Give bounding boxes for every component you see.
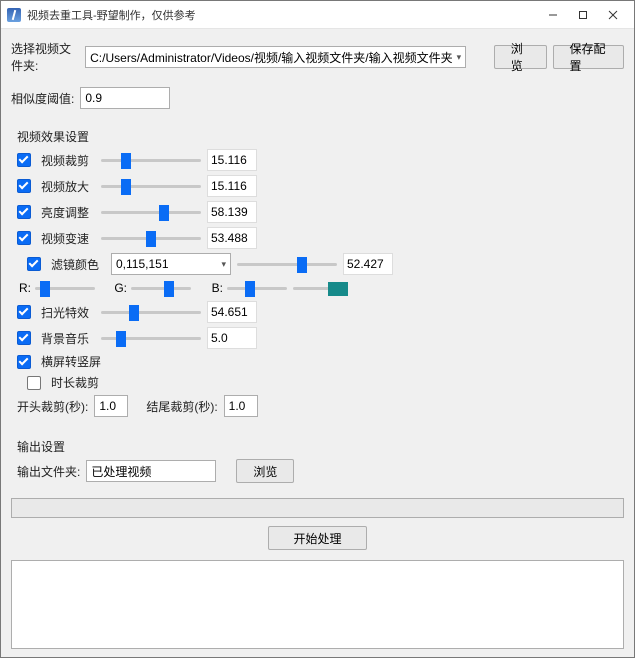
zoom-label: 视频放大 [41, 178, 95, 195]
app-window: 视频去重工具-野望制作，仅供参考 选择视频文件夹: C:/Users/Admin… [0, 0, 635, 658]
input-folder-label: 选择视频文件夹: [11, 40, 79, 74]
filter-slider[interactable] [237, 255, 337, 273]
zoom-checkbox[interactable] [17, 179, 31, 193]
app-icon [7, 8, 21, 22]
brightness-checkbox[interactable] [17, 205, 31, 219]
scan-checkbox[interactable] [17, 305, 31, 319]
b-label: B: [209, 281, 223, 295]
progress-bar [11, 498, 624, 518]
window-title: 视频去重工具-野望制作，仅供参考 [27, 7, 538, 23]
rgb-row: R: G: B: [17, 279, 618, 297]
title-bar: 视频去重工具-野望制作，仅供参考 [1, 1, 634, 29]
zoom-row: 视频放大 15.116 [17, 175, 618, 197]
output-group: 输出设置 输出文件夹: 已处理视频 浏览 [11, 430, 624, 492]
input-folder-row: 选择视频文件夹: C:/Users/Administrator/Videos/视… [11, 40, 624, 74]
g-slider[interactable] [131, 279, 191, 297]
crop-checkbox[interactable] [17, 153, 31, 167]
output-folder-row: 输出文件夹: 已处理视频 浏览 [17, 459, 618, 483]
filter-label: 滤镜颜色 [51, 256, 105, 273]
trim-end-input[interactable]: 1.0 [224, 395, 258, 417]
speed-slider[interactable] [101, 229, 201, 247]
trim-duration-row: 时长裁剪 [17, 374, 618, 391]
rotate-checkbox[interactable] [17, 355, 31, 369]
process-row: 开始处理 [11, 526, 624, 550]
crop-label: 视频裁剪 [41, 152, 95, 169]
browse-input-button[interactable]: 浏览 [494, 45, 547, 69]
output-group-label: 输出设置 [17, 438, 618, 455]
chevron-down-icon: ▾ [457, 52, 462, 63]
brightness-label: 亮度调整 [41, 204, 95, 221]
close-button[interactable] [598, 4, 628, 26]
input-folder-value: C:/Users/Administrator/Videos/视频/输入视频文件夹… [90, 49, 453, 66]
brightness-value[interactable]: 58.139 [207, 201, 257, 223]
chevron-down-icon: ▾ [221, 259, 226, 270]
zoom-slider[interactable] [101, 177, 201, 195]
bgm-slider[interactable] [101, 329, 201, 347]
scan-row: 扫光特效 54.651 [17, 301, 618, 323]
bgm-checkbox[interactable] [17, 331, 31, 345]
speed-row: 视频变速 53.488 [17, 227, 618, 249]
log-output[interactable] [11, 560, 624, 649]
filter-checkbox[interactable] [27, 257, 41, 271]
b2-slider[interactable] [293, 279, 343, 297]
filter-value[interactable]: 52.427 [343, 253, 393, 275]
bgm-label: 背景音乐 [41, 330, 95, 347]
bgm-value[interactable]: 5.0 [207, 327, 257, 349]
filter-color-combo[interactable]: 0,115,151 ▾ [111, 253, 231, 275]
trim-duration-label: 时长裁剪 [51, 374, 99, 391]
effects-group: 视频效果设置 视频裁剪 15.116 视频放大 15.116 亮度调整 58.1… [11, 120, 624, 426]
scan-label: 扫光特效 [41, 304, 95, 321]
crop-row: 视频裁剪 15.116 [17, 149, 618, 171]
trim-duration-checkbox[interactable] [27, 376, 41, 390]
filter-row: 滤镜颜色 0,115,151 ▾ 52.427 [17, 253, 618, 275]
browse-output-button[interactable]: 浏览 [236, 459, 294, 483]
r-label: R: [17, 281, 31, 295]
trim-start-input[interactable]: 1.0 [94, 395, 128, 417]
input-folder-combo[interactable]: C:/Users/Administrator/Videos/视频/输入视频文件夹… [85, 46, 466, 68]
rotate-row: 横屏转竖屏 [17, 353, 618, 370]
similarity-input[interactable]: 0.9 [80, 87, 170, 109]
window-controls [538, 4, 628, 26]
g-label: G: [113, 281, 127, 295]
minimize-button[interactable] [538, 4, 568, 26]
r-slider[interactable] [35, 279, 95, 297]
speed-label: 视频变速 [41, 230, 95, 247]
body: 选择视频文件夹: C:/Users/Administrator/Videos/视… [1, 29, 634, 657]
effects-group-label: 视频效果设置 [17, 128, 618, 145]
scan-slider[interactable] [101, 303, 201, 321]
similarity-label: 相似度阈值: [11, 90, 74, 107]
similarity-row: 相似度阈值: 0.9 [11, 87, 624, 109]
b-slider[interactable] [227, 279, 287, 297]
save-config-button[interactable]: 保存配置 [553, 45, 624, 69]
output-folder-label: 输出文件夹: [17, 463, 80, 480]
speed-value[interactable]: 53.488 [207, 227, 257, 249]
crop-value[interactable]: 15.116 [207, 149, 257, 171]
brightness-slider[interactable] [101, 203, 201, 221]
trim-end-label: 结尾裁剪(秒): [146, 398, 217, 415]
output-folder-input[interactable]: 已处理视频 [86, 460, 216, 482]
crop-slider[interactable] [101, 151, 201, 169]
scan-value[interactable]: 54.651 [207, 301, 257, 323]
maximize-button[interactable] [568, 4, 598, 26]
zoom-value[interactable]: 15.116 [207, 175, 257, 197]
bgm-row: 背景音乐 5.0 [17, 327, 618, 349]
rotate-label: 横屏转竖屏 [41, 353, 101, 370]
trim-start-label: 开头裁剪(秒): [17, 398, 88, 415]
start-process-button[interactable]: 开始处理 [268, 526, 366, 550]
trim-seconds-row: 开头裁剪(秒): 1.0 结尾裁剪(秒): 1.0 [17, 395, 618, 417]
brightness-row: 亮度调整 58.139 [17, 201, 618, 223]
speed-checkbox[interactable] [17, 231, 31, 245]
